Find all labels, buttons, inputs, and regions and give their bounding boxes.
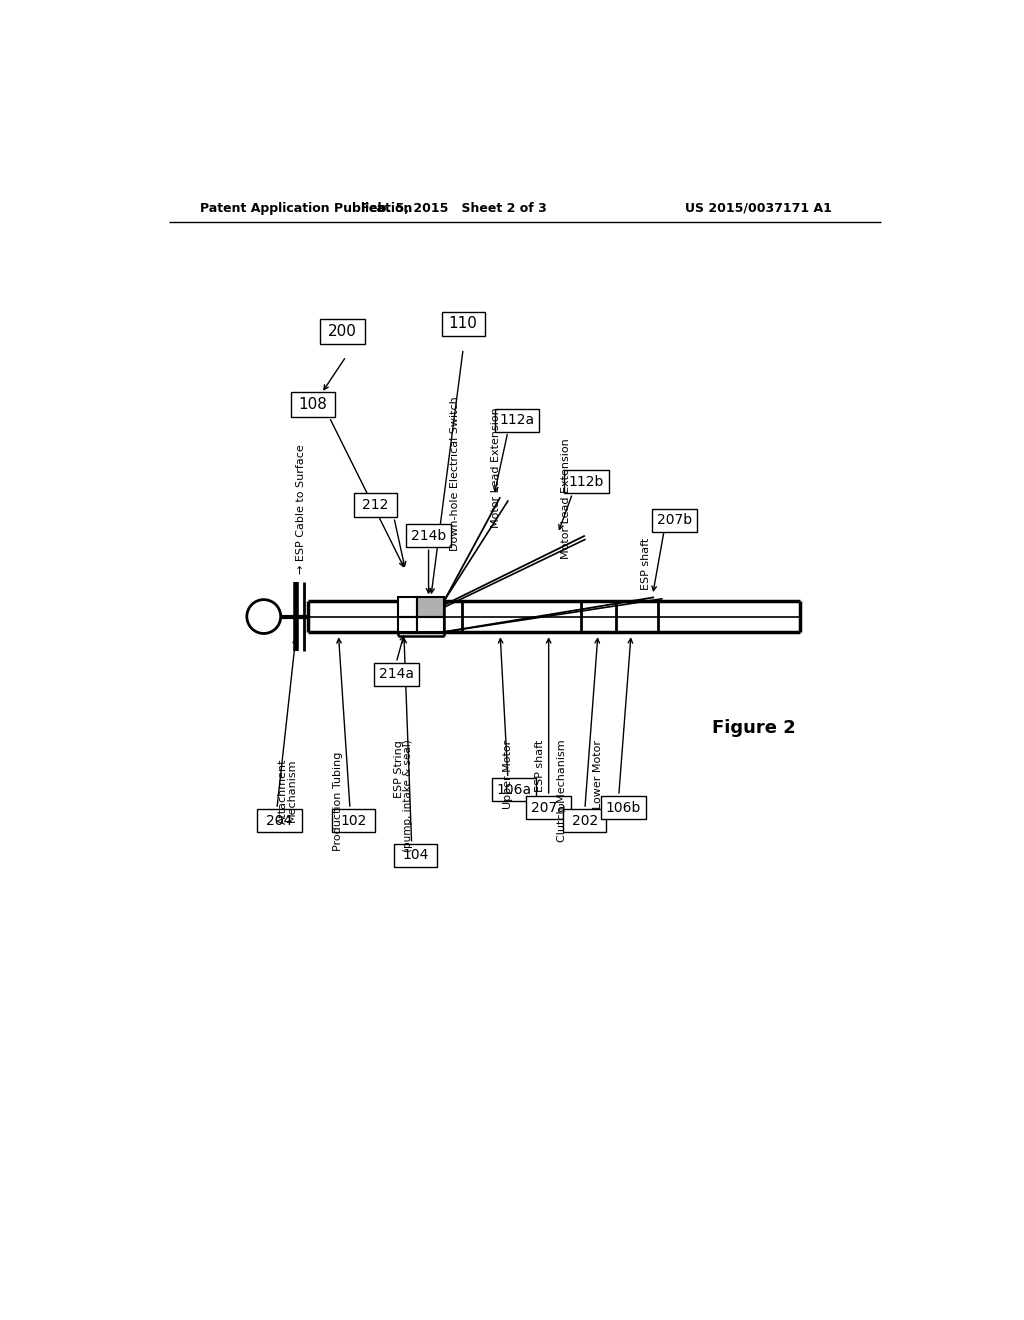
Bar <box>397 598 417 616</box>
Text: Production Tubing: Production Tubing <box>334 751 343 850</box>
Bar <box>563 809 606 832</box>
Text: 214a: 214a <box>379 668 414 681</box>
Text: 110: 110 <box>449 317 477 331</box>
Text: 104: 104 <box>402 849 429 862</box>
Bar <box>564 470 608 494</box>
Bar <box>652 508 696 532</box>
Bar <box>492 779 537 801</box>
Bar <box>526 796 571 818</box>
Text: 212: 212 <box>362 498 388 512</box>
Text: Motor Lead Extension: Motor Lead Extension <box>560 438 570 558</box>
Text: 207a: 207a <box>531 800 566 814</box>
Text: 112b: 112b <box>568 475 604 488</box>
Text: 102: 102 <box>341 813 367 828</box>
Bar <box>417 616 444 632</box>
Bar <box>495 409 540 432</box>
Text: Down-hole Electrical Switch: Down-hole Electrical Switch <box>451 396 461 552</box>
Text: 106b: 106b <box>605 800 641 814</box>
Text: US 2015/0037171 A1: US 2015/0037171 A1 <box>685 202 831 215</box>
Text: ESP shaft: ESP shaft <box>536 739 545 792</box>
Text: Motor Lead Extension: Motor Lead Extension <box>492 408 502 528</box>
Text: Upper Motor: Upper Motor <box>503 739 513 809</box>
Circle shape <box>247 599 281 634</box>
Text: Clutch Mechanism: Clutch Mechanism <box>557 739 566 842</box>
Text: Patent Application Publication: Patent Application Publication <box>200 202 413 215</box>
Text: 207b: 207b <box>656 513 692 527</box>
Text: 202: 202 <box>571 813 598 828</box>
Text: ESP String: ESP String <box>393 739 403 797</box>
Bar <box>257 809 301 832</box>
Text: Figure 2: Figure 2 <box>712 719 796 737</box>
Text: 108: 108 <box>299 397 328 412</box>
Text: 112a: 112a <box>500 413 535 428</box>
Text: 214b: 214b <box>411 529 446 543</box>
Bar <box>292 392 335 417</box>
Bar <box>319 319 365 345</box>
Bar <box>397 616 417 632</box>
Text: (pump, intake & seal): (pump, intake & seal) <box>402 739 413 853</box>
Text: Attachment: Attachment <box>279 759 288 825</box>
Text: Lower Motor: Lower Motor <box>593 739 603 809</box>
Bar <box>354 492 397 517</box>
Bar <box>417 598 444 616</box>
Text: 200: 200 <box>328 325 356 339</box>
Bar <box>601 796 646 818</box>
Text: ESP shaft: ESP shaft <box>641 537 651 590</box>
Bar <box>441 312 484 337</box>
Text: Mechanism: Mechanism <box>288 759 297 822</box>
Bar <box>333 809 376 832</box>
Bar <box>394 843 437 867</box>
Text: → ESP Cable to Surface: → ESP Cable to Surface <box>297 445 306 574</box>
Bar <box>374 663 419 686</box>
Bar <box>407 524 451 548</box>
Text: 106a: 106a <box>497 783 531 797</box>
Text: 204: 204 <box>266 813 292 828</box>
Text: Feb. 5, 2015   Sheet 2 of 3: Feb. 5, 2015 Sheet 2 of 3 <box>361 202 547 215</box>
